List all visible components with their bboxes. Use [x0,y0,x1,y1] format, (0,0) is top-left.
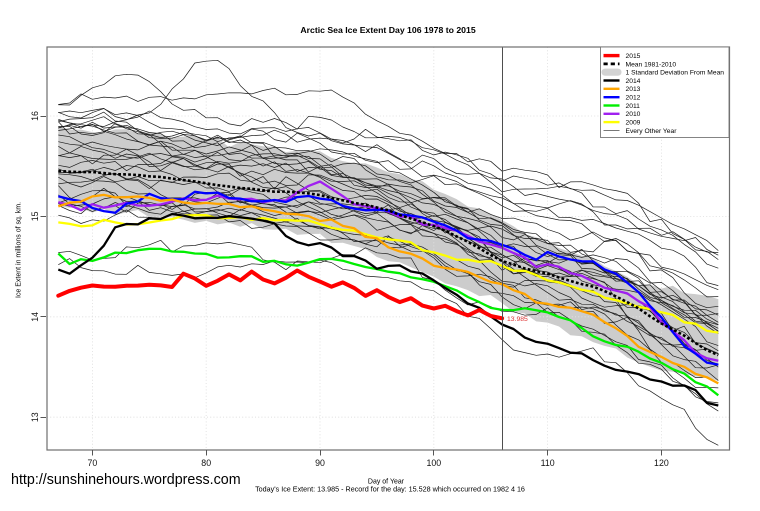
svg-text:Arctic Sea Ice Extent Day 106: Arctic Sea Ice Extent Day 106 1978 to 20… [300,25,475,35]
svg-text:13: 13 [30,412,40,422]
svg-text:110: 110 [541,458,555,468]
svg-text:http://sunshinehours.wordpress: http://sunshinehours.wordpress.com [11,472,241,488]
svg-text:90: 90 [315,458,325,468]
svg-text:2011: 2011 [626,103,641,110]
svg-text:100: 100 [426,458,441,468]
svg-text:2015: 2015 [626,53,641,60]
svg-text:70: 70 [88,458,98,468]
svg-text:2010: 2010 [626,111,641,118]
svg-text:Mean 1981-2010: Mean 1981-2010 [626,61,677,68]
svg-text:14: 14 [30,312,40,322]
svg-text:1 Standard Deviation From Mean: 1 Standard Deviation From Mean [626,70,725,77]
svg-text:80: 80 [201,458,211,468]
svg-text:13.985: 13.985 [507,316,528,323]
svg-text:2013: 2013 [626,86,641,93]
svg-text:Today's Ice Extent: 13.985 -: Today's Ice Extent: 13.985 - Record for … [255,485,525,494]
svg-text:Every Other Year: Every Other Year [626,128,678,135]
svg-text:15: 15 [30,211,40,221]
svg-text:Ice Extent in millions of sq.: Ice Extent in millions of sq. km. [16,202,23,298]
svg-text:2009: 2009 [626,120,641,127]
svg-text:Day of Year: Day of Year [368,479,405,486]
svg-text:2014: 2014 [626,78,641,85]
svg-text:2012: 2012 [626,95,641,102]
svg-text:120: 120 [654,458,669,468]
svg-text:16: 16 [30,111,40,121]
